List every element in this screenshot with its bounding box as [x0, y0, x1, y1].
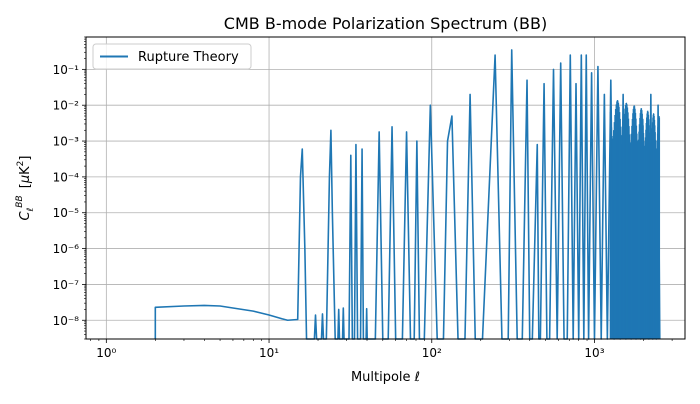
y-tick-label: 10⁻⁷ — [53, 278, 80, 292]
x-tick-label: 10³ — [584, 346, 604, 360]
y-tick-label: 10⁻⁵ — [53, 206, 80, 220]
legend-label: Rupture Theory — [138, 50, 239, 65]
y-tick-label: 10⁻⁶ — [53, 242, 80, 256]
x-axis-label: Multipole ℓ — [351, 370, 420, 385]
axes-frame — [85, 36, 686, 340]
series-layer — [154, 49, 661, 340]
y-tick-label: 10⁻¹ — [53, 63, 80, 77]
legend-box — [92, 43, 252, 70]
y-tick-label: 10⁻² — [53, 99, 80, 113]
legend: Rupture Theory — [92, 43, 252, 70]
high-ell-oscillations — [609, 100, 661, 339]
series-line-rupture-theory — [154, 49, 661, 340]
y-tick-label: 10⁻³ — [53, 135, 80, 149]
y-axis-label: CℓBB [μK2] — [15, 156, 36, 221]
x-tick-label: 10² — [422, 346, 442, 360]
x-tick-label: 10¹ — [259, 346, 279, 360]
y-axis-ticks: 10⁻⁸ 10⁻⁷ 10⁻⁶ 10⁻⁵ 10⁻⁴ 10⁻³ 10⁻² 10⁻¹ — [53, 36, 86, 340]
x-tick-label: 10⁰ — [96, 346, 116, 360]
x-axis-ticks: 10⁰ 10¹ 10² 10³ — [90, 339, 673, 360]
y-tick-label: 10⁻⁴ — [53, 170, 80, 184]
y-tick-label: 10⁻⁸ — [53, 314, 80, 328]
chart-title: CMB B-mode Polarization Spectrum (BB) — [224, 14, 547, 33]
